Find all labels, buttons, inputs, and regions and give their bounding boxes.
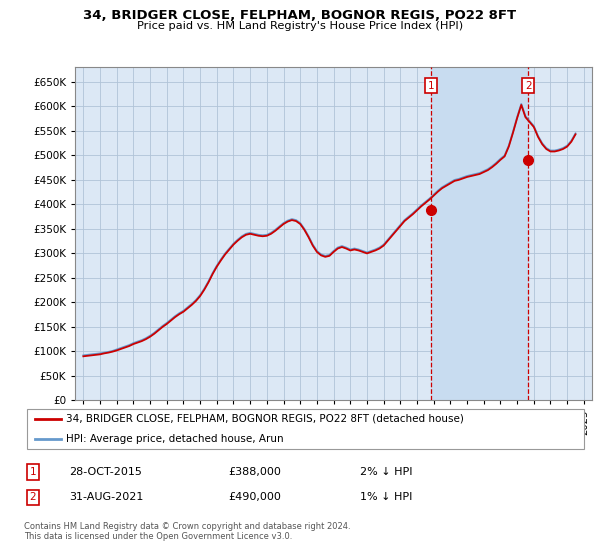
FancyBboxPatch shape xyxy=(27,409,584,449)
Text: 31-AUG-2021: 31-AUG-2021 xyxy=(69,492,143,502)
Bar xyxy=(431,67,529,400)
Text: 2% ↓ HPI: 2% ↓ HPI xyxy=(360,467,413,477)
Text: Contains HM Land Registry data © Crown copyright and database right 2024.
This d: Contains HM Land Registry data © Crown c… xyxy=(24,522,350,542)
Text: HPI: Average price, detached house, Arun: HPI: Average price, detached house, Arun xyxy=(66,434,284,444)
Text: 1% ↓ HPI: 1% ↓ HPI xyxy=(360,492,412,502)
Text: £490,000: £490,000 xyxy=(228,492,281,502)
Text: 34, BRIDGER CLOSE, FELPHAM, BOGNOR REGIS, PO22 8FT: 34, BRIDGER CLOSE, FELPHAM, BOGNOR REGIS… xyxy=(83,9,517,22)
Text: 1: 1 xyxy=(428,81,434,91)
Text: 28-OCT-2015: 28-OCT-2015 xyxy=(69,467,142,477)
Text: 34, BRIDGER CLOSE, FELPHAM, BOGNOR REGIS, PO22 8FT (detached house): 34, BRIDGER CLOSE, FELPHAM, BOGNOR REGIS… xyxy=(66,414,464,424)
Text: 1: 1 xyxy=(29,467,37,477)
Text: Price paid vs. HM Land Registry's House Price Index (HPI): Price paid vs. HM Land Registry's House … xyxy=(137,21,463,31)
Text: 2: 2 xyxy=(525,81,532,91)
Text: £388,000: £388,000 xyxy=(228,467,281,477)
Text: 2: 2 xyxy=(29,492,37,502)
